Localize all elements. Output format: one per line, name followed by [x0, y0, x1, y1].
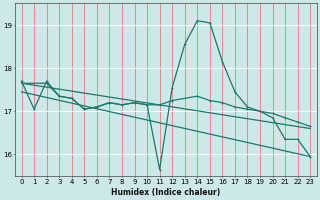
X-axis label: Humidex (Indice chaleur): Humidex (Indice chaleur)	[111, 188, 220, 197]
